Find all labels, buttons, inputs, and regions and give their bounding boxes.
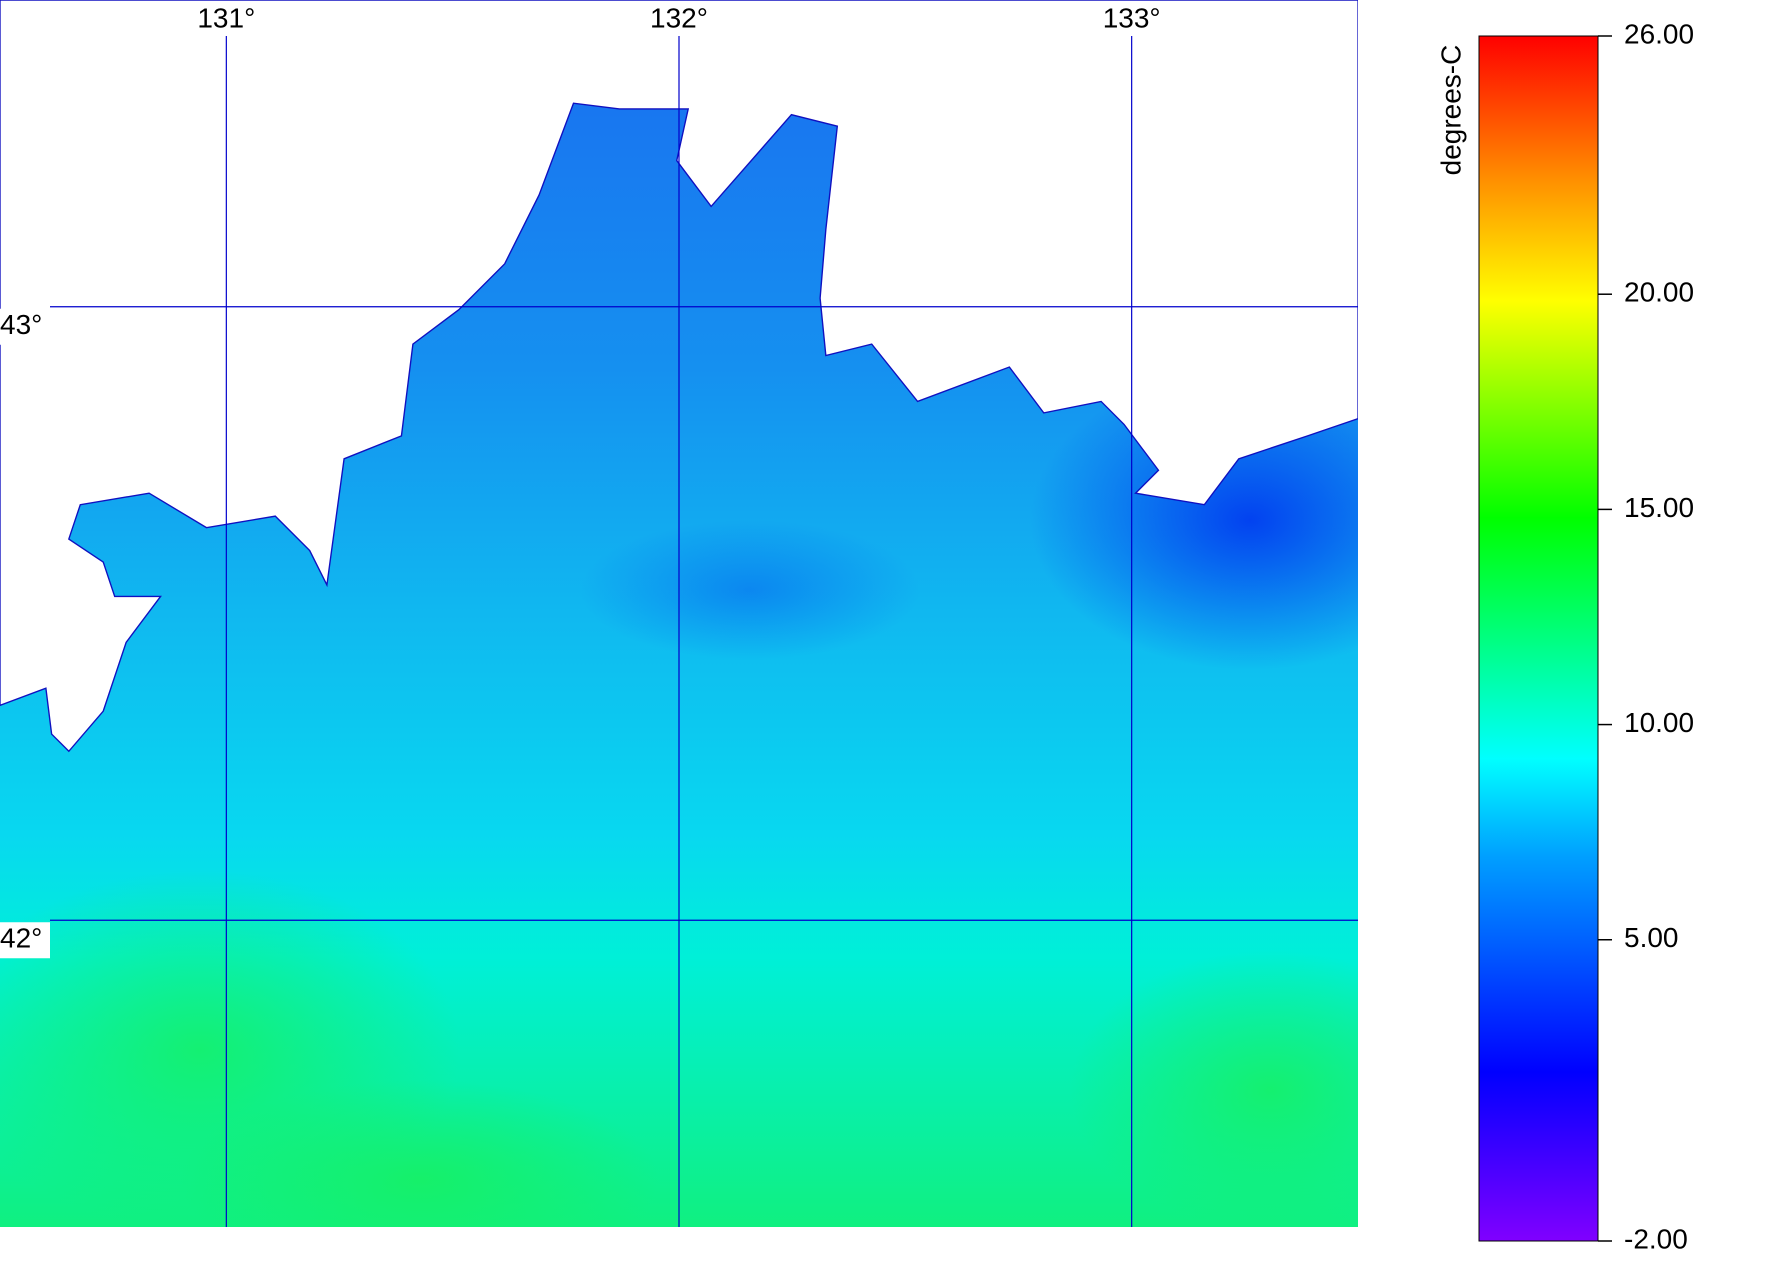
label-background xyxy=(0,308,50,345)
longitude-label: 133° xyxy=(1103,2,1161,33)
latitude-label: 43° xyxy=(0,309,42,340)
colorbar-tick-label: -2.00 xyxy=(1624,1223,1688,1254)
colorbar-tick-label: 10.00 xyxy=(1624,707,1694,738)
colorbar-tick-label: 20.00 xyxy=(1624,277,1694,308)
land xyxy=(0,0,1358,753)
colorbar xyxy=(1478,35,1599,1242)
colorbar-tick-label: 26.00 xyxy=(1624,18,1694,49)
latitude-label: 42° xyxy=(0,923,42,954)
colorbar-tick-label: 15.00 xyxy=(1624,492,1694,523)
colorbar-title: degrees-C xyxy=(1435,45,1466,176)
sst-field xyxy=(0,0,1358,1227)
label-background xyxy=(0,922,50,959)
colorbar-tick-label: 5.00 xyxy=(1624,922,1679,953)
longitude-label: 132° xyxy=(650,2,708,33)
longitude-label: 131° xyxy=(197,2,255,33)
